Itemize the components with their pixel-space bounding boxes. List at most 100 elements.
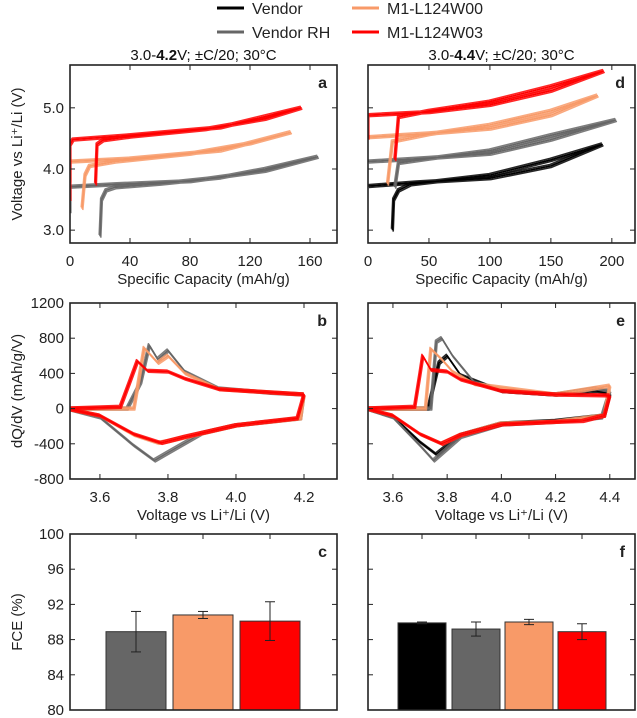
x-tick-label: 80 — [182, 253, 199, 270]
legend-label: Vendor RH — [252, 25, 330, 42]
series-line-m1-l124w03 — [70, 361, 306, 446]
x-tick-label: 4.0 — [226, 489, 247, 506]
series-line-vendor-rh — [368, 120, 618, 189]
plot-frame — [367, 533, 636, 711]
legend-item: M1-L124W03 — [352, 25, 483, 42]
x-axis-label: Specific Capacity (mAh/g) — [415, 271, 588, 288]
series-line-m1-l124w00 — [70, 130, 291, 208]
plot-frame — [367, 302, 636, 480]
legend-item: M1-L124W00 — [352, 1, 483, 18]
series-line-vendor-rh — [368, 337, 611, 462]
x-tick-label: 0 — [364, 253, 372, 270]
y-tick-label: 84 — [47, 667, 64, 684]
series-group — [70, 343, 306, 463]
bar-m1-l124w00 — [172, 614, 234, 711]
series-line-m1-l124w03 — [368, 71, 605, 162]
title-bold: 4.2 — [156, 47, 177, 64]
series-line-vendor-rh — [70, 154, 318, 235]
legend-item: Vendor — [217, 1, 303, 18]
panel-e: 3.6 3.8 4.0 4.2 4.4 Voltage vs Li⁺/Li (V) e — [367, 302, 636, 524]
panel-label: b — [317, 313, 327, 330]
series-line-m1-l124w03 — [70, 360, 305, 444]
x-tick-label: 40 — [122, 253, 139, 270]
series-line-vendor — [368, 145, 604, 232]
y-axis-label: Voltage vs Li⁺/Li (V) — [9, 88, 26, 221]
x-tick-label: 50 — [421, 253, 438, 270]
series-line-m1-l124w03 — [70, 108, 303, 201]
x-axis-label: Voltage vs Li⁺/Li (V) — [435, 507, 568, 524]
plot-frame — [69, 302, 338, 480]
x-tick-label: 3.6 — [383, 489, 404, 506]
x-tick-label: 4.2 — [545, 489, 566, 506]
x-axis-label: Voltage vs Li⁺/Li (V) — [137, 507, 270, 524]
y-axis-label: FCE (%) — [9, 593, 26, 651]
panel-label: f — [620, 544, 626, 561]
series-line-vendor — [368, 353, 610, 454]
series-line-m1-l124w03 — [368, 355, 611, 445]
bar-vendor — [397, 622, 447, 711]
series-line-vendor-rh — [70, 157, 320, 238]
series-line-m1-l124w00 — [368, 96, 599, 186]
y-tick-label: 400 — [39, 365, 64, 382]
y-tick-label: 100 — [39, 526, 64, 543]
series-line-m1-l124w00 — [70, 132, 293, 211]
title-part: V; ±C/20; 30°C — [177, 47, 277, 64]
plot-frame — [69, 64, 338, 244]
y-tick-label: -400 — [34, 436, 64, 453]
series-group — [70, 105, 320, 238]
series-line-m1-l124w03 — [368, 353, 610, 444]
x-tick-label: 160 — [297, 253, 322, 270]
series-line-vendor-rh — [70, 345, 306, 463]
x-tick-label: 3.8 — [437, 489, 458, 506]
panel-label: a — [318, 75, 327, 92]
x-tick-label: 150 — [538, 253, 563, 270]
y-tick-label: 5.0 — [43, 100, 64, 117]
title-part: V; ±C/20; 30°C — [475, 47, 575, 64]
x-tick-label: 4.0 — [491, 489, 512, 506]
y-tick-label: 3.0 — [43, 222, 64, 239]
title-part: 3.0- — [130, 47, 156, 64]
series-line-m1-l124w00 — [368, 349, 612, 446]
panel-label: c — [318, 544, 327, 561]
panel-a: 0 40 80 120 160 Specific Capacity (mAh/g) 3.0 4… — [9, 47, 338, 288]
bar-m1-l124w03 — [557, 631, 607, 711]
panel-d: 0 50 100 150 200 Specific Capacity (mAh/g) d 3.… — [364, 47, 636, 288]
panel-title: 3.0-4.4V; ±C/20; 30°C — [428, 47, 574, 64]
x-tick-label: 4.4 — [599, 489, 620, 506]
x-tick-label: 0 — [66, 253, 74, 270]
legend-label: Vendor — [252, 1, 303, 18]
series-line-vendor-rh — [368, 336, 610, 460]
title-part: 3.0- — [428, 47, 454, 64]
title-bold: 4.4 — [454, 47, 476, 64]
y-tick-label: 80 — [47, 702, 64, 718]
series-line-m1-l124w03 — [368, 70, 605, 160]
series-line-m1-l124w00 — [70, 347, 305, 444]
y-tick-label: 96 — [47, 561, 64, 578]
series-line-m1-l124w00 — [70, 131, 292, 209]
bar-vendor-rh — [451, 628, 501, 711]
panel-f: f — [367, 533, 636, 711]
series-line-m1-l124w03 — [368, 356, 612, 446]
series-line-vendor-rh — [368, 338, 612, 463]
legend-item: Vendor RH — [217, 25, 330, 42]
panel-b: 3.6 3.8 4.0 4.2 Voltage vs Li⁺/Li (V) -800 -40… — [9, 295, 338, 524]
y-tick-label: 88 — [47, 632, 64, 649]
legend-label: M1-L124W03 — [387, 25, 483, 42]
series-line-vendor-rh — [70, 344, 305, 462]
series-line-m1-l124w03 — [70, 358, 304, 443]
x-axis-label: Specific Capacity (mAh/g) — [117, 271, 290, 288]
y-tick-label: 800 — [39, 330, 64, 347]
panel-label: d — [615, 75, 625, 92]
series-group — [368, 68, 618, 232]
bar-m1-l124w00 — [504, 621, 554, 711]
y-tick-label: 1200 — [31, 295, 64, 312]
panel-c: 80 84 88 92 96 100 c FCE (%) — [9, 526, 338, 718]
legend-label: M1-L124W00 — [387, 1, 483, 18]
y-tick-label: 4.0 — [43, 161, 64, 178]
plot-frame — [69, 533, 338, 711]
x-tick-label: 3.6 — [90, 489, 111, 506]
y-tick-label: 0 — [56, 401, 64, 418]
series-line-m1-l124w00 — [70, 348, 306, 446]
x-tick-label: 120 — [237, 253, 262, 270]
y-tick-label: 92 — [47, 596, 64, 613]
